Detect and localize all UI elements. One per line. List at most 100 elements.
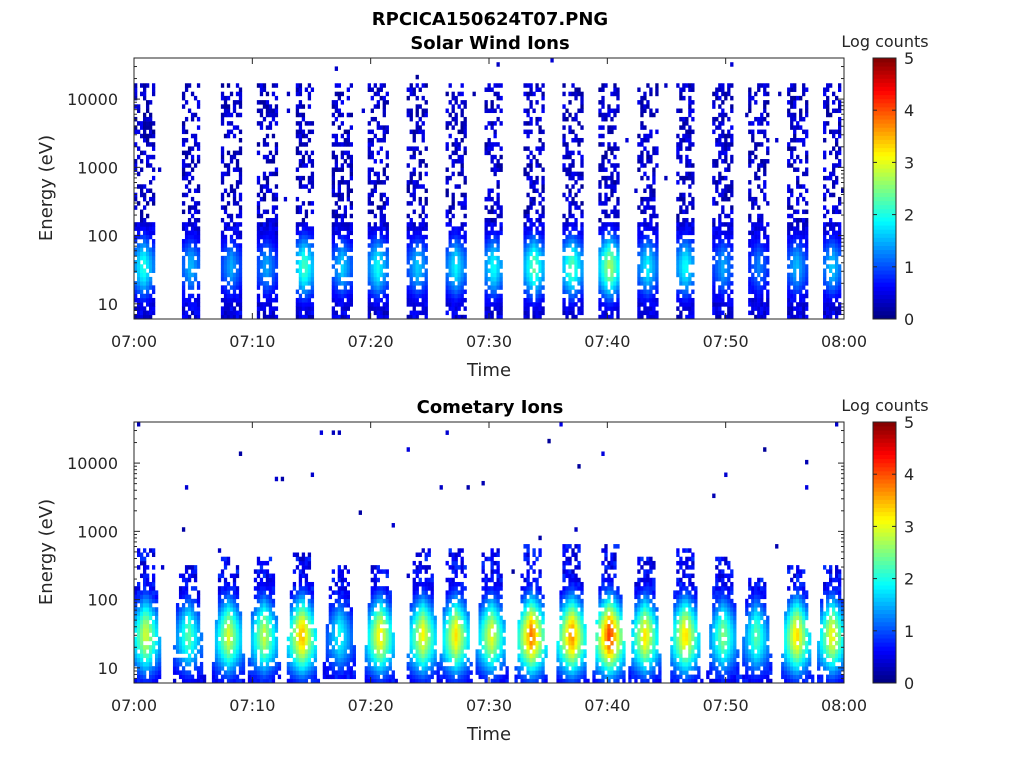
spectrogram-cell: [541, 189, 544, 194]
spectrogram-cell: [422, 184, 425, 189]
spectrogram-cell: [455, 100, 458, 105]
spectrogram-cell: [580, 184, 583, 189]
spectrogram-cell: [152, 306, 155, 311]
spectrogram-cell: [158, 662, 161, 667]
spectrogram-cell: [410, 83, 413, 88]
spectrogram-cell: [721, 197, 724, 202]
spectrogram-cell: [562, 83, 565, 88]
spectrogram-cell: [604, 226, 607, 231]
spectrogram-cell: [230, 239, 233, 244]
spectrogram-cell: [227, 603, 230, 608]
spectrogram-cell: [688, 134, 691, 139]
spectrogram-cell: [299, 163, 302, 168]
spectrogram-cell: [227, 273, 230, 278]
spectrogram-cell: [452, 109, 455, 114]
spectrogram-cell: [239, 193, 242, 198]
spectrogram-cell: [425, 243, 428, 248]
spectrogram-cell: [137, 628, 140, 633]
spectrogram-cell: [751, 290, 754, 295]
spectrogram-cell: [446, 146, 449, 151]
spectrogram-cell: [143, 298, 146, 303]
spectrogram-cell: [386, 100, 389, 105]
spectrogram-cell: [458, 290, 461, 295]
spectrogram-cell: [149, 117, 152, 122]
spectrogram-cell: [757, 226, 760, 231]
spectrogram-cell: [835, 235, 838, 240]
spectrogram-cell: [718, 239, 721, 244]
spectrogram-cell: [805, 264, 808, 269]
spectrogram-cell: [496, 302, 499, 307]
spectrogram-cell: [724, 142, 727, 147]
spectrogram-cell: [137, 586, 140, 591]
spectrogram-cell: [137, 548, 140, 553]
spectrogram-cell: [616, 294, 619, 299]
spectrogram-cell: [185, 298, 188, 303]
spectrogram-cell: [137, 306, 140, 311]
spectrogram-cell: [308, 92, 311, 97]
spectrogram-cell: [152, 256, 155, 261]
spectrogram-cell: [185, 87, 188, 92]
spectrogram-cell: [493, 264, 496, 269]
spectrogram-cell: [236, 603, 239, 608]
spectrogram-cell: [335, 138, 338, 143]
spectrogram-cell: [485, 100, 488, 105]
spectrogram-cell: [308, 121, 311, 126]
spectrogram-cell: [140, 557, 143, 562]
spectrogram-cell: [724, 247, 727, 252]
spectrogram-cell: [344, 247, 347, 252]
spectrogram-cell: [652, 193, 655, 198]
spectrogram-cell: [577, 109, 580, 114]
spectrogram-cell: [649, 311, 652, 316]
spectrogram-cell: [305, 294, 308, 299]
spectrogram-cell: [799, 231, 802, 236]
spectrogram-cell: [221, 243, 224, 248]
spectrogram-cell: [835, 290, 838, 295]
spectrogram-cell: [218, 624, 221, 629]
spectrogram-cell: [380, 243, 383, 248]
spectrogram-cell: [137, 298, 140, 303]
spectrogram-cell: [410, 302, 413, 307]
spectrogram-cell: [227, 616, 230, 621]
spectrogram-cell: [152, 675, 155, 680]
spectrogram-cell: [775, 138, 778, 143]
spectrogram-cell: [604, 285, 607, 290]
spectrogram-cell: [143, 607, 146, 612]
spectrogram-cell: [137, 130, 140, 135]
spectrogram-cell: [493, 218, 496, 223]
spectrogram-cell: [763, 100, 766, 105]
spectrogram-cell: [299, 222, 302, 227]
spectrogram-cell: [676, 231, 679, 236]
spectrogram-cell: [787, 205, 790, 210]
spectrogram-cell: [176, 611, 179, 616]
spectrogram-cell: [260, 654, 263, 659]
spectrogram-cell: [227, 649, 230, 654]
spectrogram-cell: [526, 294, 529, 299]
spectrogram-cell: [299, 205, 302, 210]
spectrogram-cell: [347, 260, 350, 265]
spectrogram-cell: [266, 159, 269, 164]
spectrogram-cell: [730, 189, 733, 194]
spectrogram-cell: [799, 109, 802, 114]
spectrogram-cell: [757, 264, 760, 269]
spectrogram-cell: [616, 268, 619, 273]
spectrogram-cell: [182, 294, 185, 299]
spectrogram-cell: [416, 121, 419, 126]
spectrogram-cell: [152, 611, 155, 616]
spectrogram-cell: [766, 138, 769, 143]
spectrogram-cell: [727, 231, 730, 236]
spectrogram-cell: [197, 649, 200, 654]
colorbar-segment: [873, 66, 896, 70]
spectrogram-cell: [763, 172, 766, 177]
spectrogram-cell: [308, 83, 311, 88]
spectrogram-cell: [829, 176, 832, 181]
spectrogram-cell: [598, 167, 601, 172]
spectrogram-cell: [655, 252, 658, 257]
spectrogram-cell: [152, 311, 155, 316]
spectrogram-cell: [787, 264, 790, 269]
spectrogram-cell: [604, 113, 607, 118]
spectrogram-cell: [685, 155, 688, 160]
spectrogram-cell: [718, 87, 721, 92]
spectrogram-cell: [493, 142, 496, 147]
spectrogram-cell: [383, 167, 386, 172]
spectrogram-cell: [446, 167, 449, 172]
